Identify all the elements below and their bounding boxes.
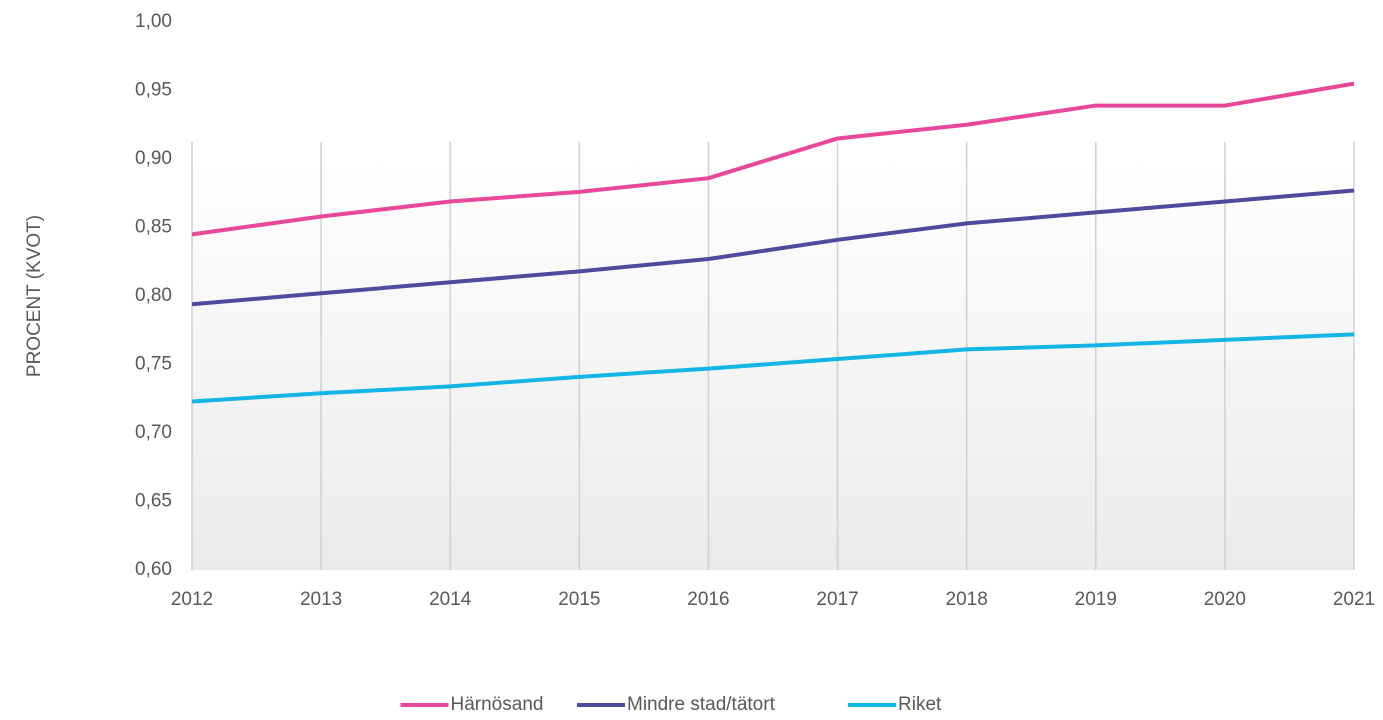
x-tick-label: 2012 bbox=[171, 589, 213, 610]
y-tick-label: 0,65 bbox=[135, 491, 172, 512]
y-tick-label: 0,80 bbox=[135, 285, 172, 306]
y-tick-label: 0,75 bbox=[135, 354, 172, 375]
plot-background bbox=[192, 22, 1354, 570]
y-tick-label: 0,90 bbox=[135, 148, 172, 169]
y-tick-label: 0,85 bbox=[135, 217, 172, 238]
x-tick-label: 2019 bbox=[1075, 589, 1117, 610]
x-tick-label: 2015 bbox=[558, 589, 600, 610]
legend-label: Riket bbox=[898, 694, 942, 715]
y-tick-label: 0,95 bbox=[135, 80, 172, 101]
x-tick-label: 2021 bbox=[1333, 589, 1375, 610]
x-tick-label: 2014 bbox=[429, 589, 472, 610]
x-tick-label: 2013 bbox=[300, 589, 342, 610]
y-axis-label: PROCENT (KVOT) bbox=[24, 215, 45, 377]
line-series bbox=[191, 188, 1355, 307]
x-tick-label: 2020 bbox=[1204, 589, 1246, 610]
legend-label: Mindre stad/tätort bbox=[627, 694, 776, 715]
x-tick-label: 2016 bbox=[687, 589, 729, 610]
x-tick-label: 2017 bbox=[816, 589, 858, 610]
y-tick-label: 0,70 bbox=[135, 422, 172, 443]
y-tick-label: 0,60 bbox=[135, 559, 172, 580]
line-series bbox=[191, 332, 1355, 404]
y-tick-label: 1,00 bbox=[135, 11, 172, 32]
x-tick-label: 2018 bbox=[946, 589, 988, 610]
line-series bbox=[191, 81, 1355, 237]
legend-label: Härnösand bbox=[451, 694, 544, 715]
